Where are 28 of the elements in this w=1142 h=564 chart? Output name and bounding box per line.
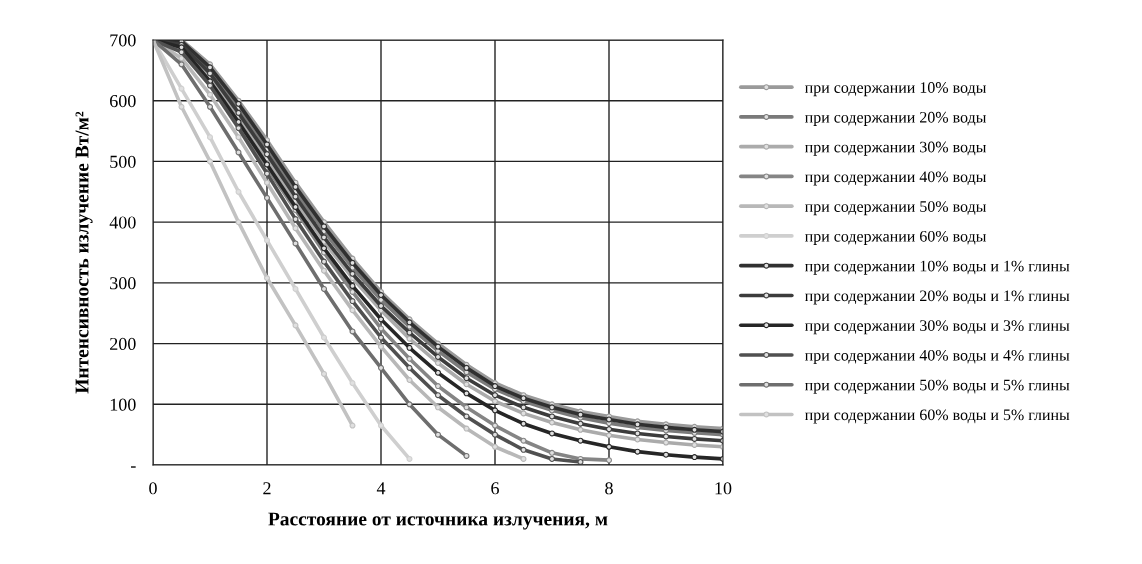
x-tick-label: 8 — [605, 482, 613, 495]
legend-label: при содержании 10% воды — [804, 82, 987, 97]
legend-label: при содержании 30% воды и 3% глины — [804, 320, 1070, 335]
y-tick-label: 400 — [109, 216, 136, 229]
legend-label: при содержании 10% воды и 1% глины — [804, 260, 1070, 275]
y-tick-label: 500 — [110, 155, 136, 168]
legend-label: при содержании 30% воды — [804, 141, 987, 156]
legend-label: при содержании 60% воды — [804, 230, 987, 245]
y-tick-label: 100 — [110, 398, 136, 411]
y-tick-label: - — [130, 466, 136, 468]
x-tick-label: 4 — [376, 482, 386, 495]
y-tick-label: 700 — [110, 34, 136, 47]
legend-label: при содержании 50% воды — [804, 201, 987, 216]
y-axis-title: Интенсивность излучение Вт/м² — [75, 111, 93, 394]
legend-label: при содержании 40% воды и 4% глины — [804, 349, 1070, 364]
x-tick-label: 0 — [149, 482, 157, 495]
y-tick-label: 300 — [110, 277, 136, 290]
legend-label: при содержании 50% воды и 5% глины — [804, 379, 1070, 394]
legend-label: при содержании 20% воды и 1% глины — [804, 290, 1070, 305]
legend-label: при содержании 60% воды и 5% глины — [804, 409, 1070, 424]
y-tick-label: 600 — [110, 94, 136, 108]
x-tick-label: 10 — [715, 482, 732, 495]
y-tick-label: 200 — [110, 337, 136, 351]
legend-label: при содержании 40% воды — [804, 171, 987, 186]
x-tick-label: 2 — [263, 482, 271, 495]
x-tick-label: 6 — [491, 482, 499, 495]
legend-label: при содержании 20% воды — [804, 111, 987, 126]
x-axis-title: Расстояние от источника излучения, м — [268, 512, 608, 530]
